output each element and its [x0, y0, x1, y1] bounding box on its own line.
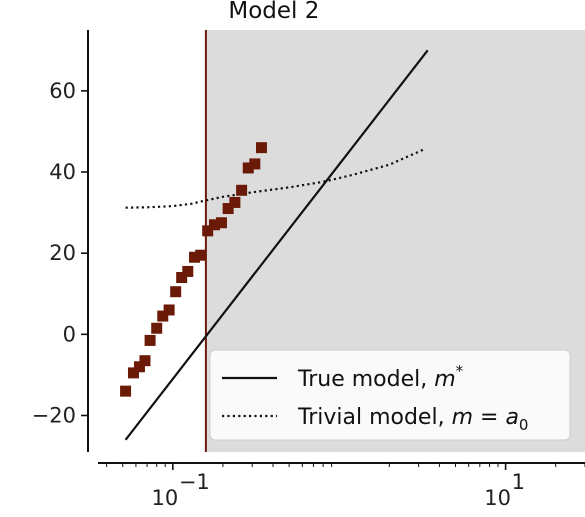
legend-trivial-model-math: m — [452, 405, 473, 430]
data-point — [209, 219, 221, 231]
data-point — [163, 304, 175, 316]
y-tick-label: 20 — [49, 241, 76, 265]
legend-trivial-model-eq: = — [473, 405, 505, 430]
data-point — [229, 196, 241, 208]
data-point — [133, 361, 145, 373]
legend-true-model-text: True model, — [297, 367, 434, 392]
x-tick-label: 10 — [484, 486, 511, 510]
x-tick-exponent: 1 — [512, 470, 525, 494]
data-point — [255, 142, 267, 154]
data-point — [151, 322, 163, 334]
y-tick-label: 60 — [49, 79, 76, 103]
data-point — [195, 249, 207, 261]
data-point — [144, 334, 156, 346]
legend-box — [209, 349, 571, 441]
data-point — [189, 251, 201, 263]
data-point — [236, 184, 248, 196]
data-point — [249, 158, 261, 170]
data-point — [127, 367, 139, 379]
x-tick-label: 10 — [151, 486, 178, 510]
data-point — [170, 286, 182, 298]
true-model-line — [124, 49, 429, 441]
legend-true-model-sup: * — [456, 362, 464, 380]
data-point — [215, 217, 227, 229]
data-point — [120, 385, 132, 397]
legend-trivial-model-math2: a — [505, 405, 518, 430]
data-point — [157, 310, 169, 322]
data-point — [176, 272, 188, 284]
data-point — [202, 225, 214, 237]
data-point — [139, 355, 151, 367]
x-tick-exponent: −1 — [179, 470, 210, 494]
legend-true-model-label: True model, m* — [297, 362, 464, 392]
legend-trivial-model-label: Trivial model, m = a0 — [297, 405, 528, 434]
chart-title: Model 2 — [228, 0, 319, 24]
y-tick-label: 0 — [63, 322, 76, 346]
legend-true-model-math: m — [434, 367, 455, 392]
legend-trivial-model-sub: 0 — [519, 416, 529, 434]
data-point — [242, 162, 254, 174]
data-point — [222, 203, 234, 215]
legend-trivial-model-text: Trivial model, — [297, 405, 452, 430]
y-tick-label: −20 — [32, 403, 76, 427]
y-tick-label: 40 — [49, 160, 76, 184]
data-point — [182, 265, 194, 277]
